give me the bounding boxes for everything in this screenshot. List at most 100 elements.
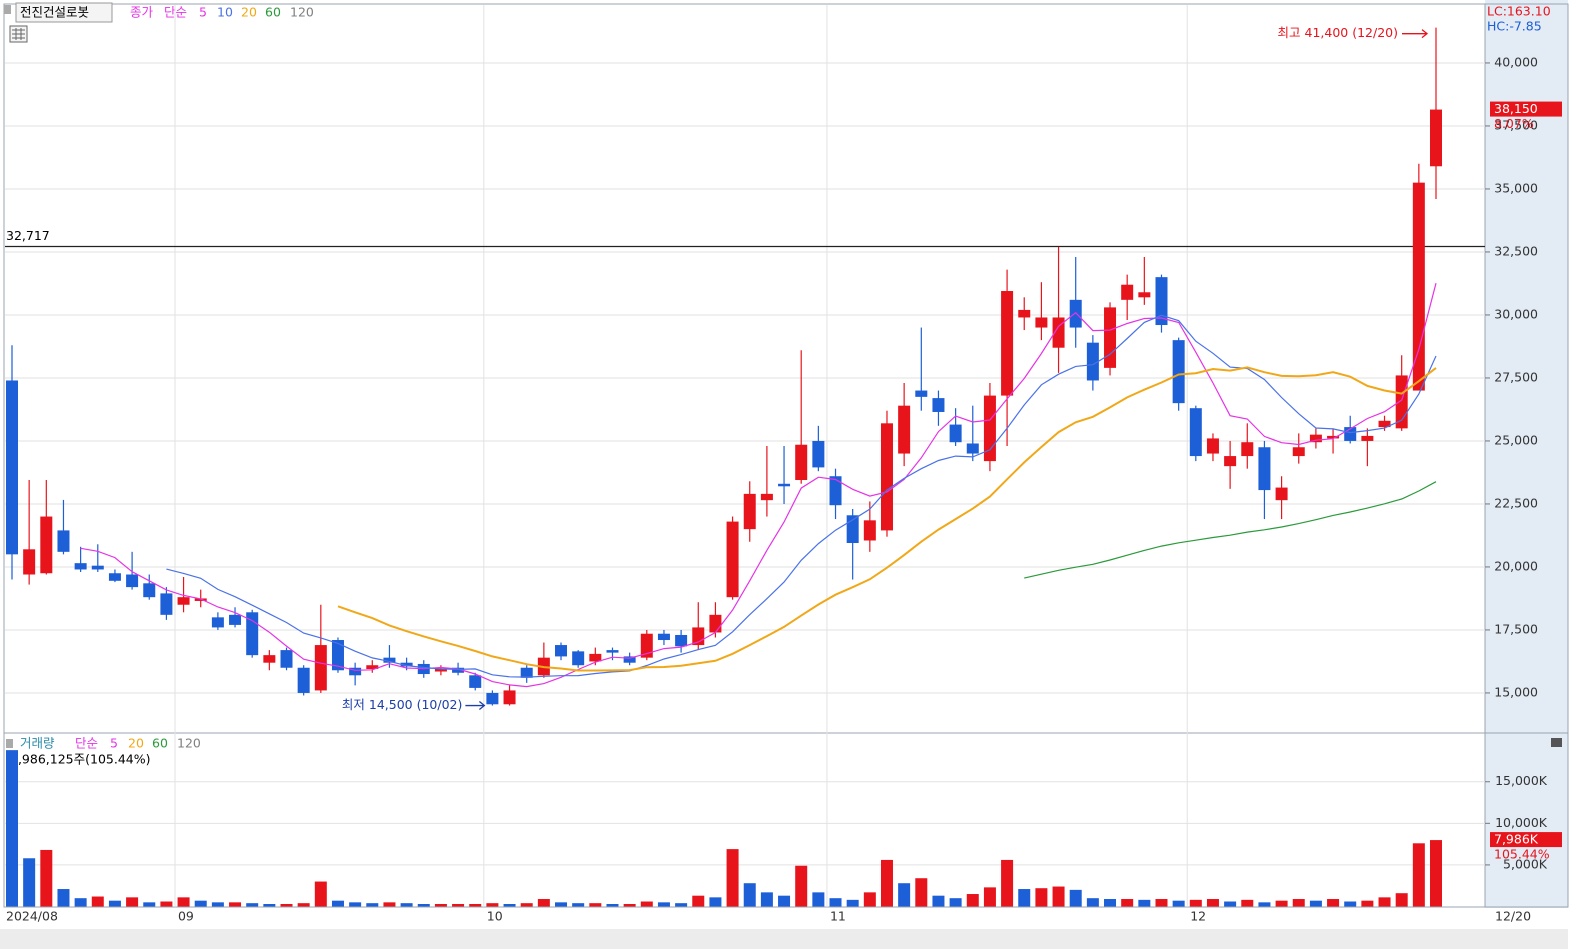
candle-body [74,563,87,570]
candle-body [1172,340,1185,404]
x-tick-label: 2024/08 [6,909,58,924]
volume-bar [1018,889,1031,907]
volume-tag [1490,832,1562,848]
candle-body [623,656,636,663]
candle-body [589,653,602,662]
volume-bar [1258,902,1271,907]
candle-body [297,667,310,693]
x-tick-label: 10 [487,909,503,924]
candle-body [314,645,327,691]
scrollbar[interactable] [0,929,1568,949]
volume-bar [1241,899,1254,907]
candle-body [108,573,121,581]
candle-body [795,444,808,481]
legend-entry: 5 [110,736,118,751]
stock-button[interactable] [15,2,113,23]
volume-bar [1412,843,1425,907]
menu-icon[interactable] [4,5,11,14]
candle-body [349,667,362,676]
volume-bar [1430,840,1442,907]
volume-bar [108,900,121,907]
reference-label: 32,717 [6,228,50,243]
volume-bar [743,883,756,907]
candle-body [400,662,413,667]
volume-bar [486,903,499,907]
y-tick-label: 32,500 [1494,243,1538,258]
hc-label: HC:-7.85 [1487,19,1542,34]
volume-bar [177,897,190,907]
volume-bar [503,904,516,907]
candle-body [812,440,825,468]
volume-bar [1189,899,1202,907]
candle-body [6,380,18,555]
y-tick-label: 15,000K [1495,773,1548,788]
candle-body [657,633,670,641]
candle-body [555,645,568,657]
candle-body [606,650,619,653]
volume-bar [537,899,550,907]
volume-bar [1344,901,1357,907]
candle-body [1189,408,1202,457]
volume-bar [555,902,568,907]
candle-body [383,657,396,663]
panel-icon[interactable] [1551,738,1562,747]
volume-bar [812,892,825,907]
volume-bar [1086,898,1099,907]
volume-tag-label: 7,986K [1494,832,1539,847]
volume-bar [1138,899,1151,907]
y-tick-label: 37,500 [1494,117,1538,132]
legend-entry: 60 [152,736,168,751]
candle-body [675,634,688,647]
volume-bar [349,902,362,907]
volume-bar [1378,897,1391,907]
candle-body [23,549,36,575]
candle-body [726,521,739,598]
candle-body [1309,434,1322,443]
volume-bar [589,903,602,907]
volume-bar [915,878,928,907]
candle-body [1258,447,1271,491]
candle-body [640,633,653,658]
candle-body [1224,456,1237,467]
candle-body [1069,299,1082,328]
volume-title: 거래량 [20,736,55,751]
candle-body [949,424,962,443]
candle-body [1292,447,1305,457]
volume-bar [469,904,482,907]
x-tick-label: 11 [830,909,846,924]
ma-line [80,283,1437,688]
menu-icon[interactable] [6,739,13,748]
volume-bar [194,900,207,907]
x-tick-label: 12 [1190,909,1206,924]
candle-body [1086,342,1099,381]
volume-bar [314,881,327,907]
candle-body [1052,317,1065,348]
y-tick-label: 25,000 [1494,432,1538,447]
candle-body [160,593,173,615]
volume-bar [983,887,996,907]
candle-body [1104,307,1117,368]
volume-bar [1275,900,1288,907]
volume-bar [623,904,636,907]
candle-body [40,516,53,574]
low-arrow [465,701,486,711]
volume-bar [640,901,653,907]
candle-body [452,667,465,673]
candle-body [57,530,70,552]
candle-body [486,692,499,705]
volume-bar [795,865,808,907]
candle-body [898,405,911,454]
candle-body [1155,277,1168,326]
volume-bar [880,859,893,907]
volume-bar [1361,900,1374,907]
candle-body [1430,109,1442,167]
candle-body [143,583,156,598]
volume-info: 7,986,125주(105.44%) [10,752,151,767]
y-tick-label: 22,500 [1494,495,1538,510]
legend-entry: 120 [177,736,201,751]
price-change: 8.07% [1494,116,1534,131]
volume-bar [229,902,242,907]
ma-line [166,314,1437,678]
ma-line [337,366,1437,672]
volume-bar [932,895,945,907]
